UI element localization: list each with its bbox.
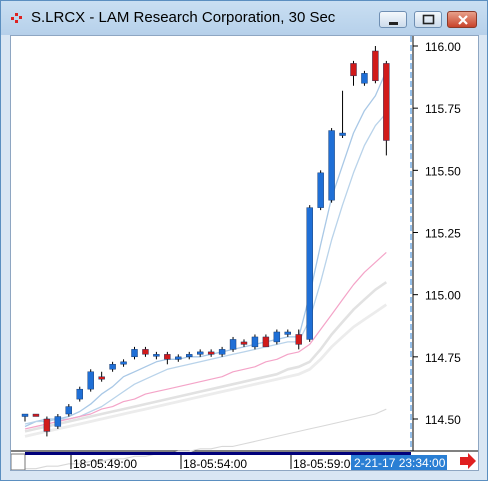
scrollbar-track[interactable]	[25, 452, 411, 455]
chart-icon	[11, 13, 22, 23]
candle-body[interactable]	[120, 361, 127, 365]
price-tick-label: 114.75	[425, 351, 461, 365]
candle-body[interactable]	[273, 331, 281, 343]
candle-body[interactable]	[350, 63, 357, 77]
price-tick-label: 114.50	[425, 413, 461, 427]
minimize-icon	[389, 22, 398, 25]
candle-body[interactable]	[98, 376, 105, 380]
candle-body[interactable]	[153, 354, 160, 357]
candle-body[interactable]	[339, 132, 346, 136]
chart-area[interactable]: 116.00 115.75 115.50 115.25 115.00 114.75 114.…	[10, 35, 479, 471]
maximize-icon	[422, 14, 435, 25]
candle-body[interactable]	[196, 351, 204, 355]
cursor-time-badge	[351, 455, 447, 470]
candle-body[interactable]	[175, 356, 182, 360]
candle-body[interactable]	[65, 406, 72, 415]
candle-body[interactable]	[295, 334, 302, 345]
candle-body[interactable]	[251, 336, 259, 348]
candle-body[interactable]	[328, 130, 335, 201]
price-tick-label: 115.25	[425, 227, 461, 241]
price-chart[interactable]: 116.00 115.75 115.50 115.25 115.00 114.75 114.…	[10, 36, 478, 471]
maximize-button[interactable]	[414, 11, 442, 28]
time-tick-label: 18-05:49:00	[73, 457, 137, 470]
window-title: S.LRCX - LAM Research Corporation, 30 Se…	[31, 9, 336, 26]
moving-average-line-4	[24, 281, 388, 433]
price-tick-label: 115.50	[425, 164, 461, 178]
candle-body[interactable]	[361, 73, 368, 84]
close-icon	[458, 15, 468, 25]
candle-body[interactable]	[383, 63, 390, 141]
candle-body[interactable]	[32, 413, 40, 417]
candle-body[interactable]	[43, 418, 51, 432]
time-tick-label: 18-05:59:00	[293, 457, 357, 470]
candle-body[interactable]	[317, 172, 324, 208]
candle-body[interactable]	[109, 364, 116, 370]
cursor-time-label: 2-21-17 23:34:00	[354, 456, 446, 470]
candle-body[interactable]	[372, 50, 379, 82]
candle-body[interactable]	[262, 336, 270, 348]
candle-body[interactable]	[164, 354, 171, 360]
candle-body[interactable]	[54, 416, 62, 427]
time-tick-label: 18-05:54:00	[183, 457, 247, 470]
scrollbar-thumb[interactable]	[10, 453, 26, 471]
moving-average-line-5	[24, 303, 388, 438]
price-tick-label: 115.75	[425, 102, 461, 116]
candle-body[interactable]	[87, 371, 94, 390]
title-bar[interactable]: S.LRCX - LAM Research Corporation, 30 Se…	[1, 1, 487, 35]
candle-body[interactable]	[240, 341, 248, 345]
candle-body[interactable]	[229, 339, 237, 350]
moving-average-line-3	[24, 251, 387, 430]
price-tick-label: 116.00	[425, 40, 461, 54]
candle-body[interactable]	[186, 354, 193, 358]
moving-average-line-1	[24, 70, 387, 428]
candle-body[interactable]	[207, 351, 215, 355]
moving-average-line-2	[24, 112, 387, 425]
candle-body[interactable]	[131, 349, 138, 358]
close-button[interactable]	[447, 11, 477, 28]
minimize-button[interactable]	[379, 11, 407, 28]
candle-body[interactable]	[142, 349, 149, 355]
candle-body[interactable]	[218, 349, 226, 355]
scroll-right-arrow-icon[interactable]	[460, 453, 476, 469]
candle-body[interactable]	[306, 207, 313, 340]
candle-body[interactable]	[21, 413, 29, 417]
price-tick-label: 115.00	[425, 289, 461, 303]
moving-average-line-6	[25, 408, 387, 470]
candle-body[interactable]	[76, 388, 83, 400]
candle-body[interactable]	[284, 331, 291, 335]
